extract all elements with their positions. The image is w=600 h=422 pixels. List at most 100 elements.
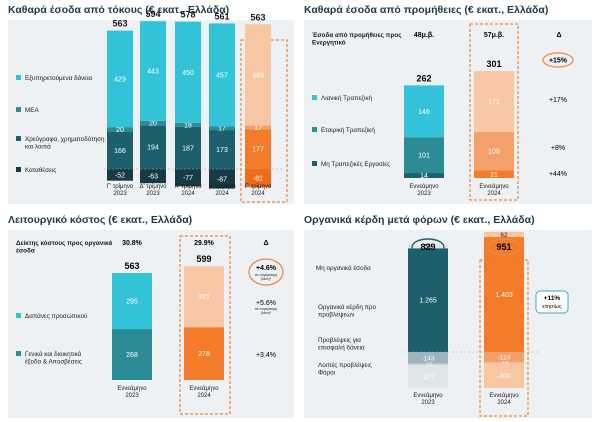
- delta-header: Δ: [556, 32, 561, 39]
- category-label: Εννεάμηνο: [489, 392, 519, 399]
- total-label: 578: [180, 10, 195, 20]
- bar-segment: [245, 125, 271, 130]
- bar-segment: [408, 363, 448, 365]
- category-label: Α' τρίμηνο: [174, 184, 202, 190]
- category-label: 2023: [417, 191, 431, 197]
- panel-operating-expenses: Λειτουργικό κόστος (€ εκατ., Ελλάδα) Δεί…: [8, 214, 296, 418]
- legend-label: Δαπάνες προσωπικού: [25, 312, 88, 320]
- legend-label: προβλέψεων: [318, 311, 354, 319]
- total-label: 594: [145, 9, 160, 19]
- legend-swatch: [16, 75, 21, 80]
- legend-label: Φόροι: [318, 369, 336, 377]
- data-label: 194: [147, 145, 159, 152]
- bar-segment: [484, 352, 524, 363]
- header-label: Έσοδα από προμήθειες προς: [312, 32, 402, 39]
- data-label: 450: [182, 70, 194, 77]
- legend-label: Προβλέψεις για: [318, 336, 361, 344]
- bar-segment: [404, 137, 444, 174]
- category-label: 2024: [497, 400, 511, 406]
- data-label: 177: [252, 147, 264, 154]
- bar-segment: [184, 266, 224, 328]
- data-label: 109: [488, 149, 500, 156]
- legend-label: Μη Τραπεζικές Εργασίες: [321, 160, 390, 168]
- panel-net-interest-income: Καθαρά έσοδα από τόκους (€ εκατ., Ελλάδα…: [8, 4, 296, 204]
- delta-circle: [542, 52, 574, 68]
- data-label: 449: [252, 72, 264, 79]
- category-label: Εννεάμηνο: [413, 392, 443, 399]
- bar-segment: [245, 24, 271, 126]
- total-label: 563: [124, 261, 139, 271]
- data-label: 17: [254, 125, 262, 132]
- chart-organic-profit: 1.26551829-143-15-277Εννεάμηνο20231.4036…: [316, 231, 569, 417]
- legend-swatch: [16, 351, 21, 356]
- legend-label: Χρεόγραφα, χρηματοδότηση: [25, 135, 105, 143]
- category-label: Γ' τρίμηνο: [245, 184, 272, 190]
- legend-label: Μη οργανικά έσοδα: [316, 264, 371, 272]
- legend-swatch: [312, 161, 317, 166]
- delta-value: +44%: [549, 171, 567, 178]
- data-label: -124: [497, 355, 510, 362]
- data-label: -63: [148, 174, 158, 181]
- category-label: 2024: [181, 191, 195, 197]
- data-label: 457: [216, 72, 228, 79]
- total-label: 951: [496, 242, 511, 252]
- bar-segment: [404, 85, 444, 138]
- bar-segment: [112, 273, 152, 330]
- category-label: Β' τρίμηνο: [208, 184, 236, 190]
- bar-segment: [107, 169, 133, 181]
- total-label: 563: [250, 12, 265, 22]
- category-label: Εννεάμηνο: [479, 183, 509, 190]
- data-label: 443: [147, 69, 159, 76]
- legend-label: έξοδα & Αποσβέσεις: [25, 358, 82, 366]
- legend-swatch: [16, 167, 21, 172]
- data-label: -87: [217, 176, 227, 183]
- data-label: 17: [218, 126, 226, 133]
- category-label: Εννεάμηνο: [409, 183, 439, 190]
- data-label: 20: [149, 121, 157, 128]
- category-label: 2024: [197, 393, 211, 399]
- bar-segment: [175, 122, 201, 127]
- bar-segment: [209, 126, 235, 131]
- delta-value: +15%: [549, 58, 568, 65]
- header-value: 48μ.β.: [414, 32, 434, 39]
- callout-note: ετησίως: [542, 304, 562, 310]
- bar-segment: [175, 21, 201, 123]
- bar-segment: [484, 236, 524, 352]
- delta-circle: [248, 258, 284, 286]
- bar-segment: [408, 352, 448, 364]
- panel-title: Καθαρά έσοδα από προμήθειες (€ εκατ., Ελ…: [304, 4, 549, 16]
- bar-segment: [484, 231, 524, 237]
- delta-header: Δ: [263, 240, 268, 247]
- legend-swatch: [16, 136, 21, 141]
- legend-label: Καταθέσεις: [25, 166, 56, 174]
- category-label: 2024: [215, 191, 229, 197]
- bar-segment: [484, 362, 524, 364]
- bar-segment: [112, 329, 152, 380]
- legend-swatch: [312, 127, 317, 132]
- delta-value: +3.4%: [256, 352, 276, 359]
- bar-segment: [474, 170, 514, 178]
- bar-segment: [245, 129, 271, 169]
- bar-segment: [408, 244, 448, 249]
- bar-segment: [245, 169, 271, 188]
- data-label: -300: [497, 373, 510, 380]
- data-label: 146: [418, 109, 430, 116]
- category-label: 2023: [125, 393, 139, 399]
- legend-label: Εξυπηρετούμενα δάνεια: [25, 74, 93, 82]
- data-label: 268: [126, 352, 138, 359]
- panel-organic-profit: Οργανικά κέρδη μετά φόρων (€ εκατ., Ελλά…: [304, 214, 594, 418]
- data-label: 278: [198, 351, 210, 358]
- data-label: 166: [114, 148, 126, 155]
- delta-value: +17%: [549, 97, 567, 104]
- category-label: 2024: [251, 191, 265, 197]
- legend-label: Γενικά και διοικητικά: [25, 350, 82, 358]
- highlight-frame: [469, 23, 519, 201]
- data-label: 51: [424, 244, 432, 251]
- bar-segment: [408, 248, 448, 352]
- bar-segment: [107, 127, 133, 132]
- delta-note: σε συγκρίσιμη: [255, 273, 278, 277]
- legend-label: Οργανικά κέρδη προ: [318, 303, 376, 311]
- bar-segment: [140, 21, 166, 121]
- bar-segment: [184, 327, 224, 380]
- data-label: 21: [490, 172, 498, 179]
